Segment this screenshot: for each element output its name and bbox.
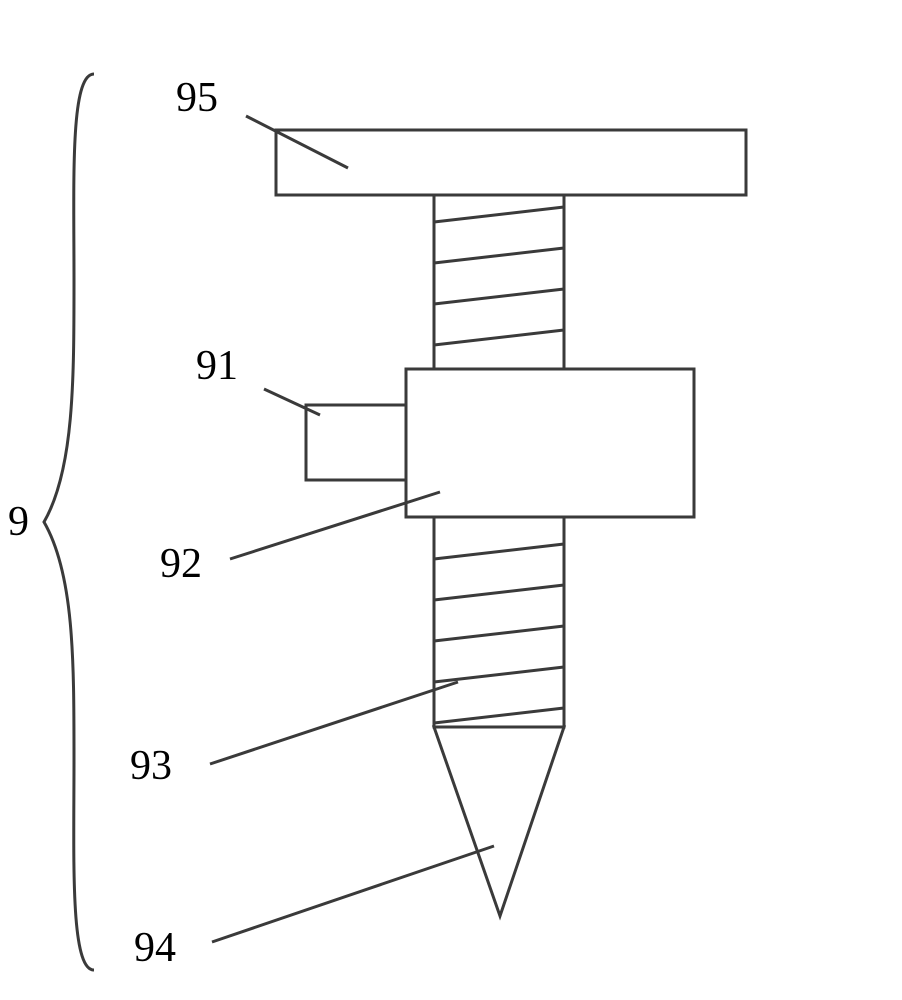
label-91: 91 (196, 342, 238, 390)
part-lower-shaft-93 (434, 517, 564, 727)
diagram-canvas (0, 0, 902, 1000)
part-cone-tip-94 (434, 727, 564, 916)
label-92: 92 (160, 540, 202, 588)
leader-92 (230, 492, 440, 559)
label-9: 9 (8, 498, 29, 546)
part-side-block-91 (306, 405, 406, 480)
leader-94 (212, 846, 494, 942)
label-94: 94 (134, 924, 176, 972)
part-mid-block-92 (406, 369, 694, 517)
leader-95 (246, 116, 348, 168)
threads-lower (434, 544, 564, 723)
part-top-plate-95 (276, 130, 746, 195)
leader-91 (264, 389, 320, 415)
brace-9 (44, 74, 94, 970)
label-93: 93 (130, 742, 172, 790)
threads-upper (434, 207, 564, 345)
label-95: 95 (176, 74, 218, 122)
leader-93 (210, 682, 458, 764)
